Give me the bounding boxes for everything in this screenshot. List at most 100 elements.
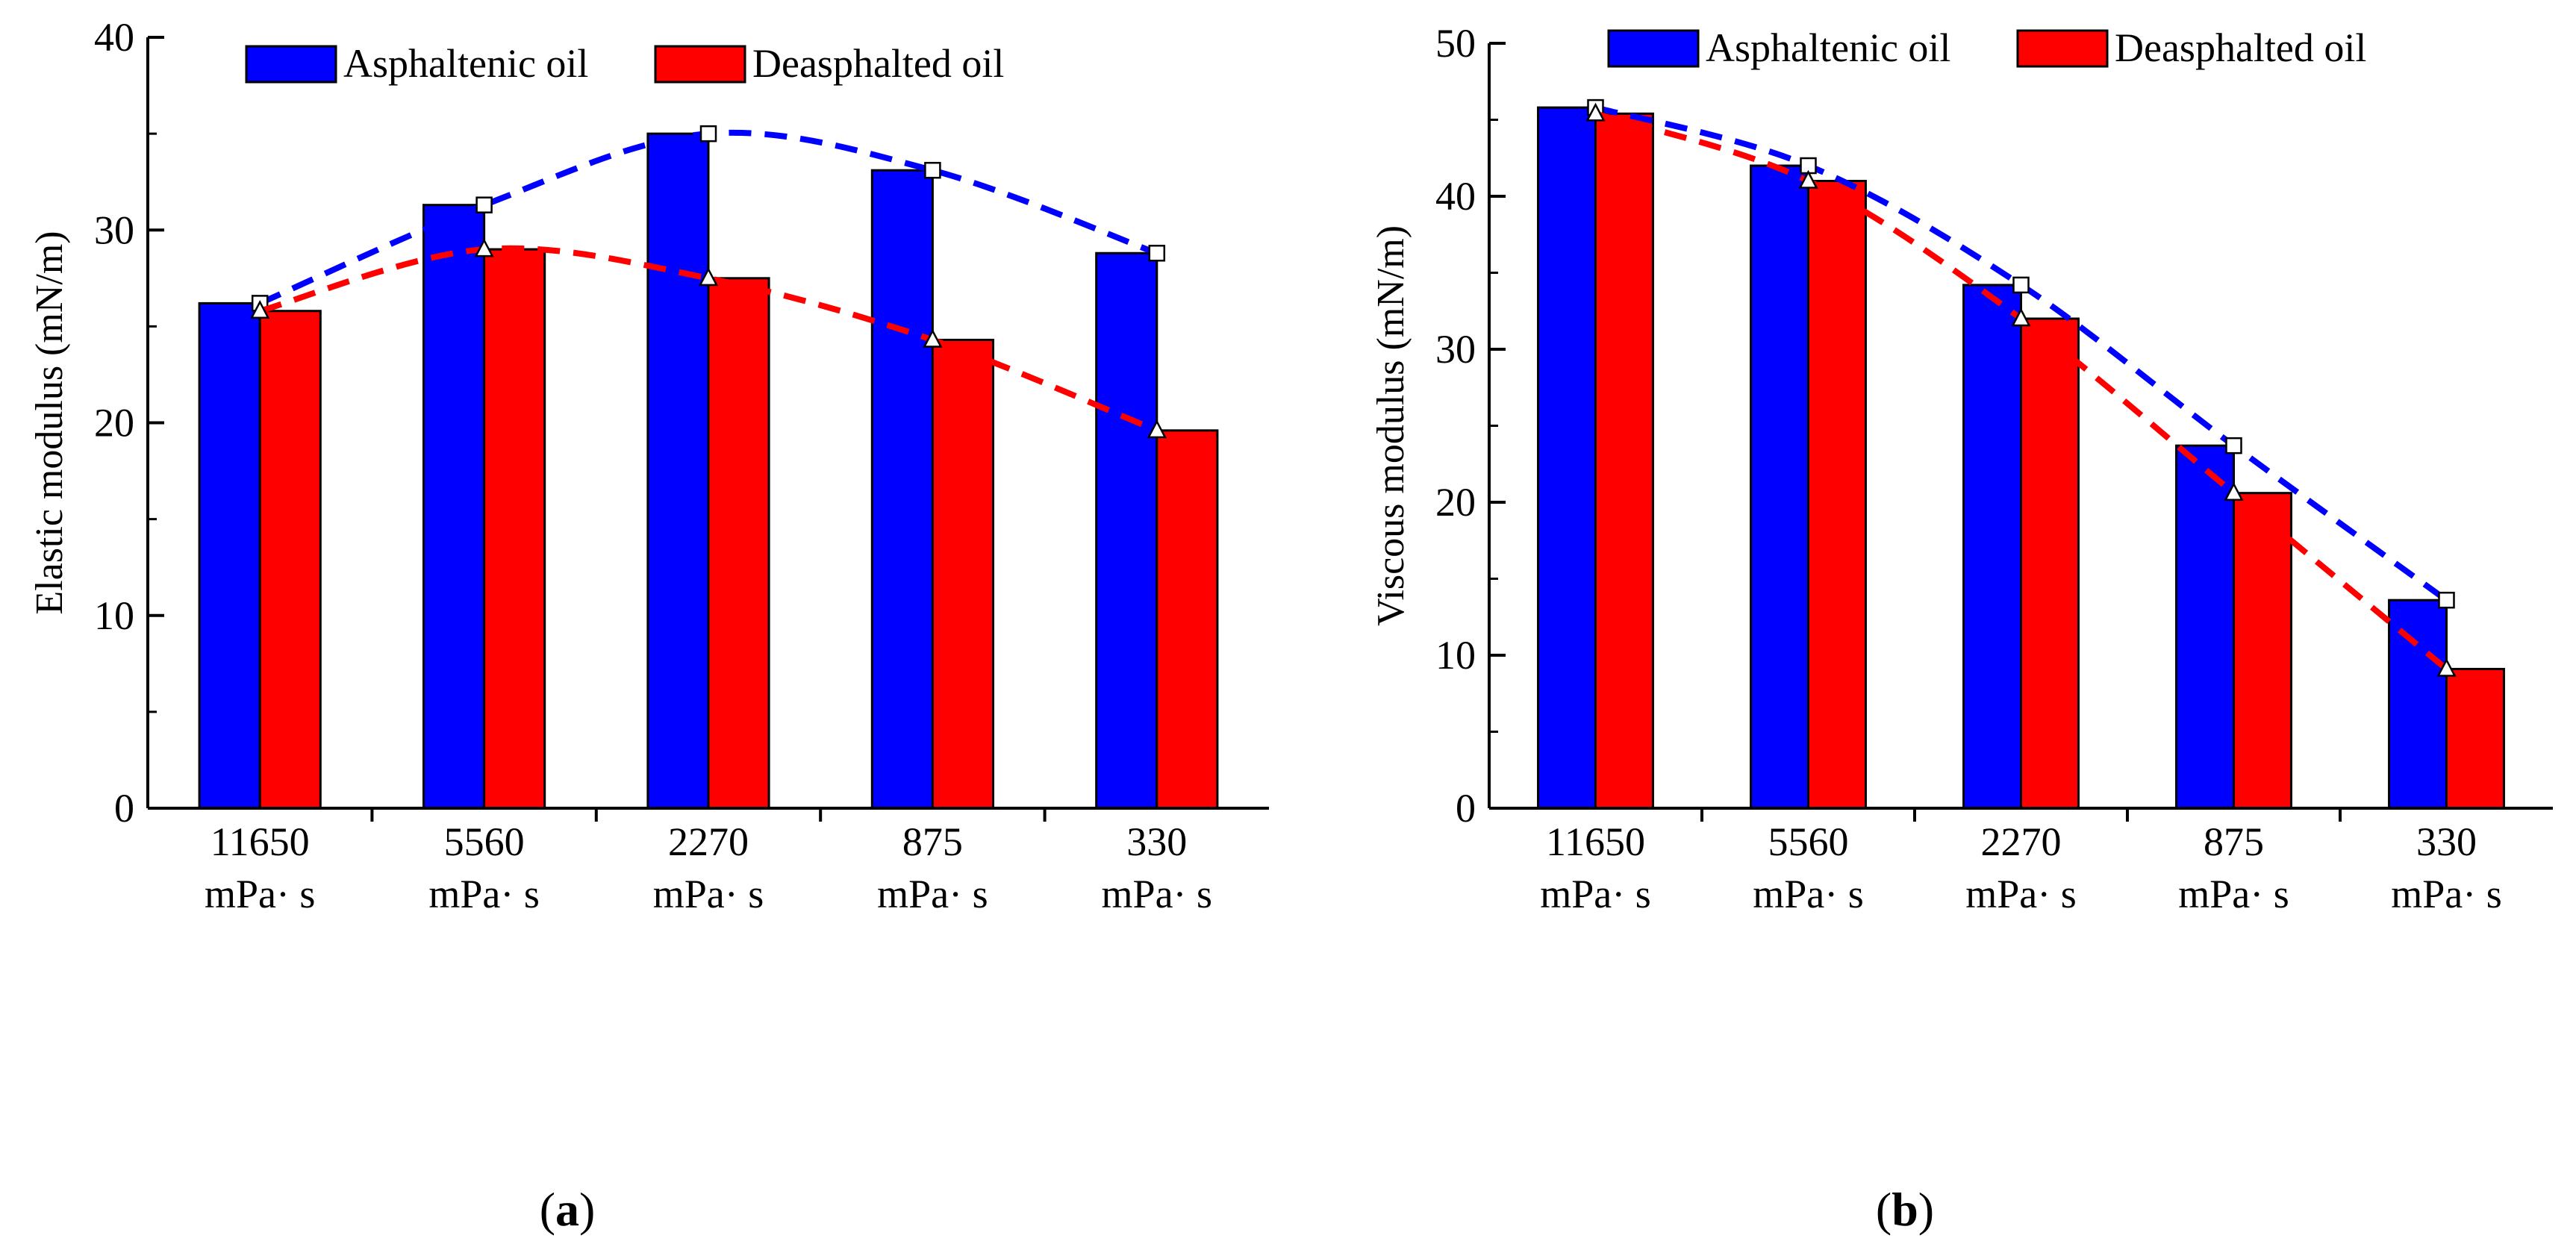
x-tick-label-unit: mPa· s [205, 872, 316, 916]
y-tick-label: 40 [94, 15, 134, 60]
panel-label: (a) [540, 1183, 596, 1236]
trend-line-deasphalted-oil [259, 245, 1158, 434]
x-tick-label-unit: mPa· s [428, 872, 540, 916]
legend-swatch-0 [245, 45, 337, 84]
bar-asphaltenic-oil-2 [1962, 284, 2023, 810]
y-tick-label: 40 [1435, 174, 1476, 219]
marker-square-3 [2225, 437, 2242, 454]
y-axis-title: Viscous modulus (mN/m) [1370, 225, 1412, 626]
legend-label-0: Asphaltenic oil [1706, 25, 1950, 70]
bar-deasphalted-oil-1 [483, 248, 546, 810]
chart-panel-b: 0 10 20 30 40 50 11650 mPa· s 5560 mPa· s 2270 mPa·… [1370, 21, 2553, 1236]
bar-asphaltenic-oil-4 [2388, 599, 2448, 810]
x-tick-label-unit: mPa· s [1540, 872, 1651, 916]
bar-asphaltenic-oil-1 [422, 204, 486, 810]
x-tick-label: 875 mPa· s [877, 819, 988, 916]
x-tick-label: 330 mPa· s [1102, 819, 1213, 916]
y-tick-label: 30 [1435, 327, 1476, 372]
marker-square-2 [2012, 276, 2030, 294]
marker-square-2 [699, 125, 717, 143]
bar-deasphalted-oil-1 [1807, 180, 1867, 810]
marker-square-4 [2438, 591, 2455, 609]
marker-square-1 [475, 196, 493, 213]
bar-asphaltenic-oil-0 [1537, 106, 1597, 810]
marker-triangle-0 [1585, 102, 1606, 122]
x-tick-label-value: 875 [902, 819, 963, 864]
x-tick-label-unit: mPa· s [1965, 872, 2077, 916]
y-axis-title: Elastic modulus (mN/m) [28, 231, 71, 614]
x-tick-label: 11650 mPa· s [1540, 819, 1651, 916]
x-tick-label-unit: mPa· s [2178, 872, 2289, 916]
panel-label-close-paren: ) [579, 1183, 595, 1236]
x-tick-label-value: 5560 [1768, 819, 1849, 864]
x-tick-label-value: 875 [2204, 819, 2264, 864]
x-tick-label-value: 2270 [1981, 819, 2062, 864]
x-tick-label: 5560 mPa· s [1753, 819, 1864, 916]
x-tick-label-value: 330 [1126, 819, 1187, 864]
y-tick-label: 10 [94, 593, 134, 638]
legend-swatch-0 [1607, 29, 1700, 68]
panel-label-letter: a [555, 1183, 579, 1236]
marker-triangle-3 [2224, 482, 2244, 501]
marker-triangle-4 [1147, 419, 1167, 439]
x-tick-label: 2270 mPa· s [653, 819, 764, 916]
bar-deasphalted-oil-2 [707, 277, 770, 810]
y-tick-label: 10 [1435, 633, 1476, 678]
bar-asphaltenic-oil-3 [870, 169, 934, 810]
x-tick-label: 330 mPa· s [2391, 819, 2502, 916]
y-tick-label: 20 [94, 401, 134, 446]
panel-label: (b) [1876, 1183, 1934, 1236]
marker-triangle-1 [1798, 169, 1818, 189]
panel-label-open-paren: ( [1876, 1183, 1892, 1236]
x-tick-label: 2270 mPa· s [1965, 819, 2077, 916]
bar-deasphalted-oil-4 [2445, 667, 2505, 810]
marker-triangle-0 [250, 300, 270, 319]
legend-label-1: Deasphalted oil [2115, 25, 2366, 70]
bar-deasphalted-oil-4 [1156, 429, 1219, 810]
x-tick-label-unit: mPa· s [2391, 872, 2502, 916]
bar-asphaltenic-oil-2 [646, 132, 710, 810]
marker-triangle-4 [2436, 657, 2457, 677]
legend-swatch-1 [2016, 29, 2109, 68]
panel-label-letter: b [1892, 1183, 1918, 1236]
y-tick-label: 20 [1435, 480, 1476, 525]
x-tick-label-value: 5560 [444, 819, 525, 864]
bar-deasphalted-oil-2 [2020, 317, 2080, 810]
x-tick-label-value: 330 [2416, 819, 2477, 864]
bar-deasphalted-oil-3 [2233, 492, 2292, 810]
marker-square-3 [924, 161, 941, 179]
marker-triangle-1 [474, 238, 494, 257]
legend-label-1: Deasphalted oil [752, 41, 1004, 86]
x-tick-label-value: 11650 [1546, 819, 1645, 864]
legend-swatch-1 [654, 45, 746, 84]
y-tick-label: 50 [1435, 21, 1476, 66]
bar-asphaltenic-oil-0 [198, 301, 261, 810]
marker-triangle-2 [698, 267, 719, 287]
x-tick-label-unit: mPa· s [1102, 872, 1213, 916]
chart-panel-a: 0 10 20 30 40 11650 mPa· s 5560 mPa· s 2270 mPa· s… [28, 15, 1269, 1236]
x-tick-label-value: 11650 [210, 819, 310, 864]
bar-deasphalted-oil-0 [1594, 112, 1654, 810]
x-tick-label-unit: mPa· s [653, 872, 764, 916]
x-tick-label-unit: mPa· s [877, 872, 988, 916]
marker-square-4 [1148, 244, 1166, 262]
panel-label-close-paren: ) [1918, 1183, 1934, 1236]
x-tick-label-value: 2270 [668, 819, 749, 864]
trend-line-asphaltenic-oil [1594, 104, 2448, 603]
y-tick-label: 30 [94, 207, 134, 252]
x-tick-label: 875 mPa· s [2178, 819, 2289, 916]
y-tick-label: 0 [1456, 786, 1476, 831]
panel-label-open-paren: ( [540, 1183, 555, 1236]
marker-triangle-2 [2011, 307, 2031, 327]
x-tick-label: 5560 mPa· s [428, 819, 540, 916]
bar-asphaltenic-oil-1 [1750, 164, 1810, 810]
bar-deasphalted-oil-3 [931, 338, 995, 810]
bar-deasphalted-oil-0 [258, 310, 322, 810]
y-tick-label: 0 [114, 786, 134, 831]
legend-label-0: Asphaltenic oil [343, 41, 588, 86]
x-tick-label-unit: mPa· s [1753, 872, 1864, 916]
x-tick-label: 11650 mPa· s [205, 819, 316, 916]
bar-asphaltenic-oil-4 [1095, 251, 1158, 810]
marker-triangle-3 [923, 328, 943, 348]
